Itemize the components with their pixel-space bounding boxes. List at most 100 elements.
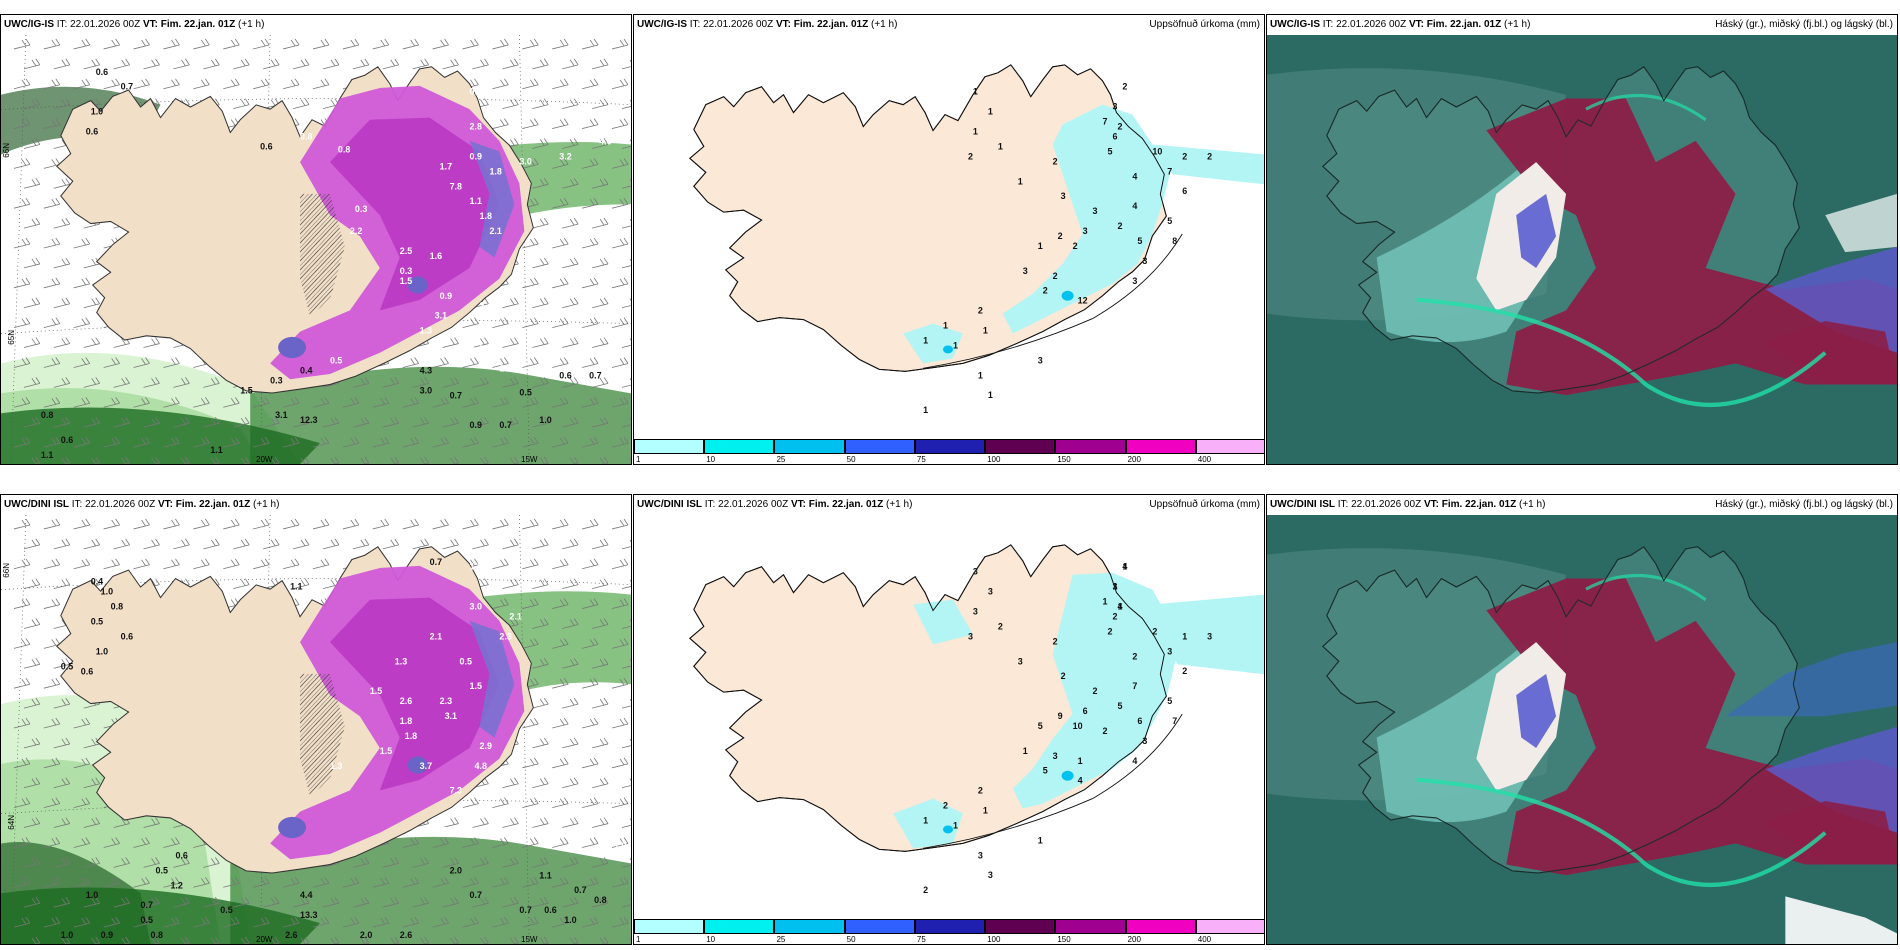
lat-label-66: 66N [2,563,11,578]
colorbar-swatch [985,439,1056,454]
accum-value-label: 7 [1132,681,1137,691]
precip-value-label: 0.6 [260,141,272,151]
accum-value-label: 5 [1117,701,1122,711]
accum-value-label: 1 [1122,562,1127,572]
precip-value-label: 4.8 [474,761,486,771]
precip-value-label: 1.5 [400,276,412,286]
init-time: IT: 22.01.2026 00Z [71,499,156,510]
accum-value-label: 6 [1112,131,1117,141]
precip-value-label: 2.0 [360,930,372,940]
colorbar-tick: 50 [846,935,856,944]
precip-value-label: 1.0 [564,915,576,925]
map-accum-precip-1[interactable]: 2 3 2 1 1 1 1 2 1 2 3 7 6 5 10 2 2 4 3 2 3 2 1 2 2 4 5 3 3 7 6 5 8 2 3 1 2 1 1… [634,35,1264,438]
map-accum-precip-2[interactable]: 1 3 4 3 3 3 2 3 3 2 2 1 2 2 2 1 3 2 2 5 6 10 5 3 5 7 6 3 4 3 2 5 7 9 1 2 2 1 1… [634,515,1264,918]
precip-value-label: 0.5 [460,656,472,666]
precip-value-label: 0.5 [519,387,531,397]
precip-value-label: 0.6 [81,666,93,676]
precip-value-label: 0.5 [156,865,168,875]
precip-value-label: 4.3 [420,365,432,375]
colorbar-swatch [1055,439,1126,454]
precip-value-label: 0.7 [450,390,462,400]
valid-time: VT: Fim. 22.jan. 01Z [1423,499,1517,510]
accum-value-label: 4 [1132,756,1137,766]
accum-value-label: 3 [1023,266,1028,276]
precip-value-label: 4.0 [599,136,611,146]
valid-time: VT: Fim. 22.jan. 01Z [790,499,884,510]
precip-value-label: 1.0 [61,930,73,940]
accum-value-label: 1 [953,340,958,350]
map-clouds-2[interactable] [1267,515,1897,944]
accum-value-label: 2 [1043,286,1048,296]
colorbar-swatch [1195,439,1264,454]
accum-value-label: 3 [1142,256,1147,266]
map-clouds-1[interactable] [1267,35,1897,464]
accum-value-label: 1 [1078,756,1083,766]
accum-value-label: 2 [1093,686,1098,696]
accum-value-label: 2 [998,621,1003,631]
valid-time: VT: Fim. 22.jan. 01Z [1408,19,1502,30]
accum-value-label: 1 [978,370,983,380]
accum-value-label: 3 [1132,276,1137,286]
accum-value-label: 2 [968,151,973,161]
precip-value-label: 0.8 [300,132,312,142]
precip-value-label: 1.0 [91,107,103,117]
precip-value-label: 1.1 [41,450,53,460]
precip-value-label: 2.6 [400,696,412,706]
precip-value-label: 2.1 [509,612,521,622]
accum-value-label: 3 [1142,736,1147,746]
precip-value-label: 1.3 [330,761,342,771]
accum-value-label: 1 [1103,597,1108,607]
panel-header: UWC/DINI ISL IT: 22.01.2026 00Z VT: Fim.… [1,495,631,515]
precip-value-label: 1.5 [470,681,482,691]
model-name: UWC/IG-IS [1270,19,1320,30]
accum-value-label: 1 [1112,582,1117,592]
precip-value-label: 0.7 [121,82,133,92]
panel-header: UWC/DINI ISL IT: 22.01.2026 00Z VT: Fim.… [1267,495,1897,515]
accum-value-label: 2 [923,885,928,895]
accum-value-label: 6 [1182,186,1187,196]
accum-value-label: 2 [978,786,983,796]
lon-label-15w: 15W [521,455,538,464]
precip-value-label: 2.3 [440,696,452,706]
panel-header: UWC/IG-IS IT: 22.01.2026 00Z VT: Fim. 22… [634,15,1264,35]
precip-value-label: 1.1 [470,196,482,206]
precip-value-label: 0.7 [470,87,482,97]
precip-value-label: 0.7 [499,420,511,430]
init-time: IT: 22.01.2026 00Z [1322,19,1407,30]
precip-value-label: 3.5 [470,341,482,351]
precip-value-label: 0.5 [141,915,153,925]
colorbar-swatch [634,439,705,454]
model-name: UWC/IG-IS [4,19,54,30]
precip-value-label: 7.3 [450,786,462,796]
colorbar-tick: 25 [776,935,786,944]
precip-value-label: 3.1 [275,410,287,420]
precip-title: Uppsöfnuð úrkoma (mm) [1149,499,1260,510]
accum-value-label: 2 [1107,626,1112,636]
precip-value-label: 1.2 [170,880,182,890]
precip-value-label: 3.2 [559,151,571,161]
precip-value-label: 12.3 [300,415,317,425]
accum-value-label: 3 [1112,582,1117,592]
precip-value-label: 2.6 [285,930,297,940]
accum-value-label: 2 [1053,271,1058,281]
accum-value-label: 2 [1122,82,1127,92]
lead-time: (+1 h) [1504,19,1531,30]
accum-value-label: 1 [1117,602,1122,612]
map-wind-precip-1[interactable]: 0.6 0.7 1.0 0.6 0.7 0.6 0.6 0.8 0.3 0.8 0.9 1.8 1.7 2… [1,35,631,464]
map-wind-precip-2[interactable]: 0.7 1.3 0.4 1.0 0.8 0.5 0.6 1.0 0.5 0.6 1.1 3.0 2.1 2… [1,515,631,944]
precip-value-label: 1.0 [86,890,98,900]
accum-value-label: 5 [1167,696,1172,706]
accum-value-label: 1 [983,806,988,816]
precip-value-label: 3.0 [470,602,482,612]
precip-value-label: 1.5 [240,385,252,395]
accum-value-label: 2 [1053,636,1058,646]
lead-time: (+1 h) [1519,499,1546,510]
colorbar-swatch [1125,439,1196,454]
colorbar-tick: 1 [636,935,641,944]
precip-value-label: 1.8 [400,716,412,726]
accum-value-label: 1 [953,820,958,830]
accum-value-label: 4 [1117,602,1122,612]
precip-value-label: 0.6 [559,370,571,380]
model-name: UWC/DINI ISL [1270,499,1335,510]
precip-value-label: 0.6 [96,67,108,77]
